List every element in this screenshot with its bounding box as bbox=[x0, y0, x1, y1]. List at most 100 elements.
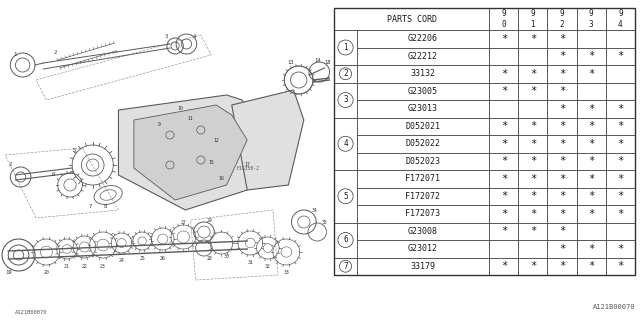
Text: 9
0: 9 0 bbox=[502, 9, 506, 29]
Polygon shape bbox=[134, 105, 247, 200]
Text: 5: 5 bbox=[343, 192, 348, 201]
Text: 9
3: 9 3 bbox=[589, 9, 593, 29]
Text: *: * bbox=[617, 156, 623, 166]
Text: *: * bbox=[530, 156, 536, 166]
Text: 9: 9 bbox=[158, 123, 161, 127]
Text: G23013: G23013 bbox=[408, 104, 438, 113]
Text: *: * bbox=[588, 261, 595, 271]
Text: *: * bbox=[588, 156, 595, 166]
Text: 34: 34 bbox=[311, 207, 317, 212]
Bar bbox=[518, 240, 547, 258]
Text: 16: 16 bbox=[219, 175, 225, 180]
Bar bbox=[356, 100, 489, 117]
Text: *: * bbox=[559, 261, 565, 271]
Text: 3: 3 bbox=[164, 35, 168, 39]
Bar bbox=[547, 8, 577, 30]
Bar bbox=[334, 258, 356, 275]
Bar bbox=[547, 170, 577, 188]
Text: 7: 7 bbox=[343, 262, 348, 271]
Circle shape bbox=[339, 68, 351, 80]
Bar bbox=[606, 8, 635, 30]
Bar bbox=[518, 135, 547, 153]
Text: *: * bbox=[500, 69, 507, 79]
Text: 28: 28 bbox=[206, 255, 212, 260]
Text: *: * bbox=[559, 51, 565, 61]
Text: *: * bbox=[500, 226, 507, 236]
Text: F172071: F172071 bbox=[406, 174, 440, 183]
Text: 26: 26 bbox=[160, 255, 166, 260]
Text: *: * bbox=[588, 139, 595, 149]
Bar bbox=[606, 65, 635, 83]
Text: *: * bbox=[530, 34, 536, 44]
Text: *: * bbox=[588, 209, 595, 219]
Bar bbox=[577, 8, 606, 30]
Bar bbox=[577, 258, 606, 275]
Text: PARTS CORD: PARTS CORD bbox=[387, 14, 436, 23]
Bar bbox=[356, 222, 489, 240]
Bar bbox=[577, 100, 606, 117]
Bar bbox=[356, 135, 489, 153]
Text: 2: 2 bbox=[343, 69, 348, 78]
Text: 27: 27 bbox=[180, 220, 186, 225]
Bar bbox=[334, 117, 356, 170]
Circle shape bbox=[338, 136, 353, 151]
Text: 2: 2 bbox=[54, 51, 57, 55]
Text: 5: 5 bbox=[72, 148, 76, 153]
Bar bbox=[547, 222, 577, 240]
Text: *: * bbox=[530, 86, 536, 96]
Bar bbox=[356, 83, 489, 100]
Text: 23: 23 bbox=[100, 263, 106, 268]
Text: 1: 1 bbox=[13, 52, 16, 58]
Bar bbox=[606, 188, 635, 205]
Text: *: * bbox=[500, 139, 507, 149]
Bar bbox=[547, 117, 577, 135]
Text: A121B00070: A121B00070 bbox=[593, 304, 635, 310]
Text: 35: 35 bbox=[321, 220, 327, 225]
Text: 30: 30 bbox=[224, 254, 230, 260]
Bar bbox=[489, 153, 518, 170]
Bar bbox=[606, 83, 635, 100]
Text: 17: 17 bbox=[244, 163, 250, 167]
Bar bbox=[577, 170, 606, 188]
Text: *: * bbox=[530, 139, 536, 149]
Bar bbox=[518, 222, 547, 240]
Circle shape bbox=[339, 260, 351, 272]
Text: *: * bbox=[559, 69, 565, 79]
Bar bbox=[547, 65, 577, 83]
Text: 3: 3 bbox=[343, 95, 348, 105]
Bar bbox=[518, 117, 547, 135]
Text: *: * bbox=[588, 244, 595, 254]
Text: G23005: G23005 bbox=[408, 87, 438, 96]
Bar bbox=[334, 83, 356, 117]
Bar bbox=[518, 153, 547, 170]
Text: 18: 18 bbox=[324, 60, 331, 65]
Bar bbox=[518, 258, 547, 275]
Bar bbox=[518, 83, 547, 100]
Text: *: * bbox=[559, 34, 565, 44]
Bar bbox=[577, 65, 606, 83]
Bar bbox=[489, 100, 518, 117]
Bar bbox=[334, 222, 356, 258]
Text: *: * bbox=[617, 51, 623, 61]
Text: *: * bbox=[559, 104, 565, 114]
Bar bbox=[489, 8, 518, 30]
Text: *: * bbox=[559, 139, 565, 149]
Text: *: * bbox=[588, 174, 595, 184]
Bar bbox=[606, 47, 635, 65]
Text: *: * bbox=[559, 174, 565, 184]
Text: *: * bbox=[500, 156, 507, 166]
Bar bbox=[547, 135, 577, 153]
Text: *: * bbox=[559, 209, 565, 219]
Text: 9
2: 9 2 bbox=[560, 9, 564, 29]
Bar bbox=[577, 205, 606, 222]
Text: *: * bbox=[559, 244, 565, 254]
Text: *: * bbox=[617, 121, 623, 131]
Text: 20: 20 bbox=[44, 270, 49, 276]
Text: G22212: G22212 bbox=[408, 52, 438, 61]
Bar bbox=[547, 47, 577, 65]
Bar bbox=[489, 65, 518, 83]
Bar bbox=[518, 65, 547, 83]
Bar bbox=[547, 205, 577, 222]
Text: *: * bbox=[588, 51, 595, 61]
Text: *: * bbox=[559, 226, 565, 236]
